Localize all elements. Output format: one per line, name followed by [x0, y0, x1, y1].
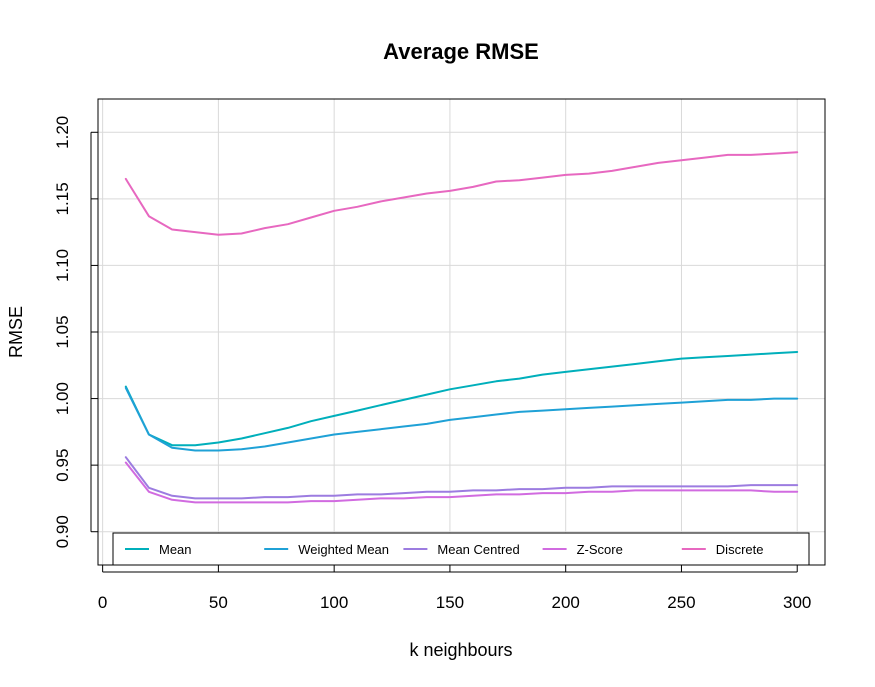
x-tick-label: 50	[209, 593, 228, 612]
y-tick-label: 1.15	[53, 182, 72, 215]
series-line-mean	[124, 351, 799, 447]
legend-label: Weighted Mean	[298, 542, 389, 557]
series-line-discrete	[124, 151, 799, 236]
x-tick-label: 250	[667, 593, 695, 612]
x-tick-label: 150	[436, 593, 464, 612]
axes: 0 50 100 150 200 250 300 0.90 0.95 1.00 1.05 1.10 1.…	[53, 116, 811, 612]
x-tick-label: 200	[552, 593, 580, 612]
legend-label: Z-Score	[577, 542, 623, 557]
x-tick-label: 0	[98, 593, 107, 612]
legend-label: Mean	[159, 542, 192, 557]
legend: Mean Weighted Mean Mean Centred Z-Score Disc…	[112, 532, 810, 566]
series-line-mean-centred	[124, 456, 799, 500]
y-tick-label: 1.05	[53, 315, 72, 348]
series-lines	[124, 151, 799, 504]
y-tick-label: 1.20	[53, 116, 72, 149]
legend-label: Discrete	[716, 542, 764, 557]
x-tick-label: 300	[783, 593, 811, 612]
y-tick-label: 1.10	[53, 249, 72, 282]
y-tick-label: 1.00	[53, 382, 72, 415]
series-line-weighted-mean	[124, 386, 799, 452]
gridlines	[98, 99, 825, 565]
x-axis-title: k neighbours	[409, 640, 512, 660]
legend-label: Mean Centred	[437, 542, 519, 557]
y-tick-label: 0.90	[53, 515, 72, 548]
chart-title: Average RMSE	[383, 39, 539, 64]
series-line-z-score	[124, 461, 799, 504]
x-tick-label: 100	[320, 593, 348, 612]
y-axis-title: RMSE	[6, 306, 26, 358]
y-tick-label: 0.95	[53, 449, 72, 482]
